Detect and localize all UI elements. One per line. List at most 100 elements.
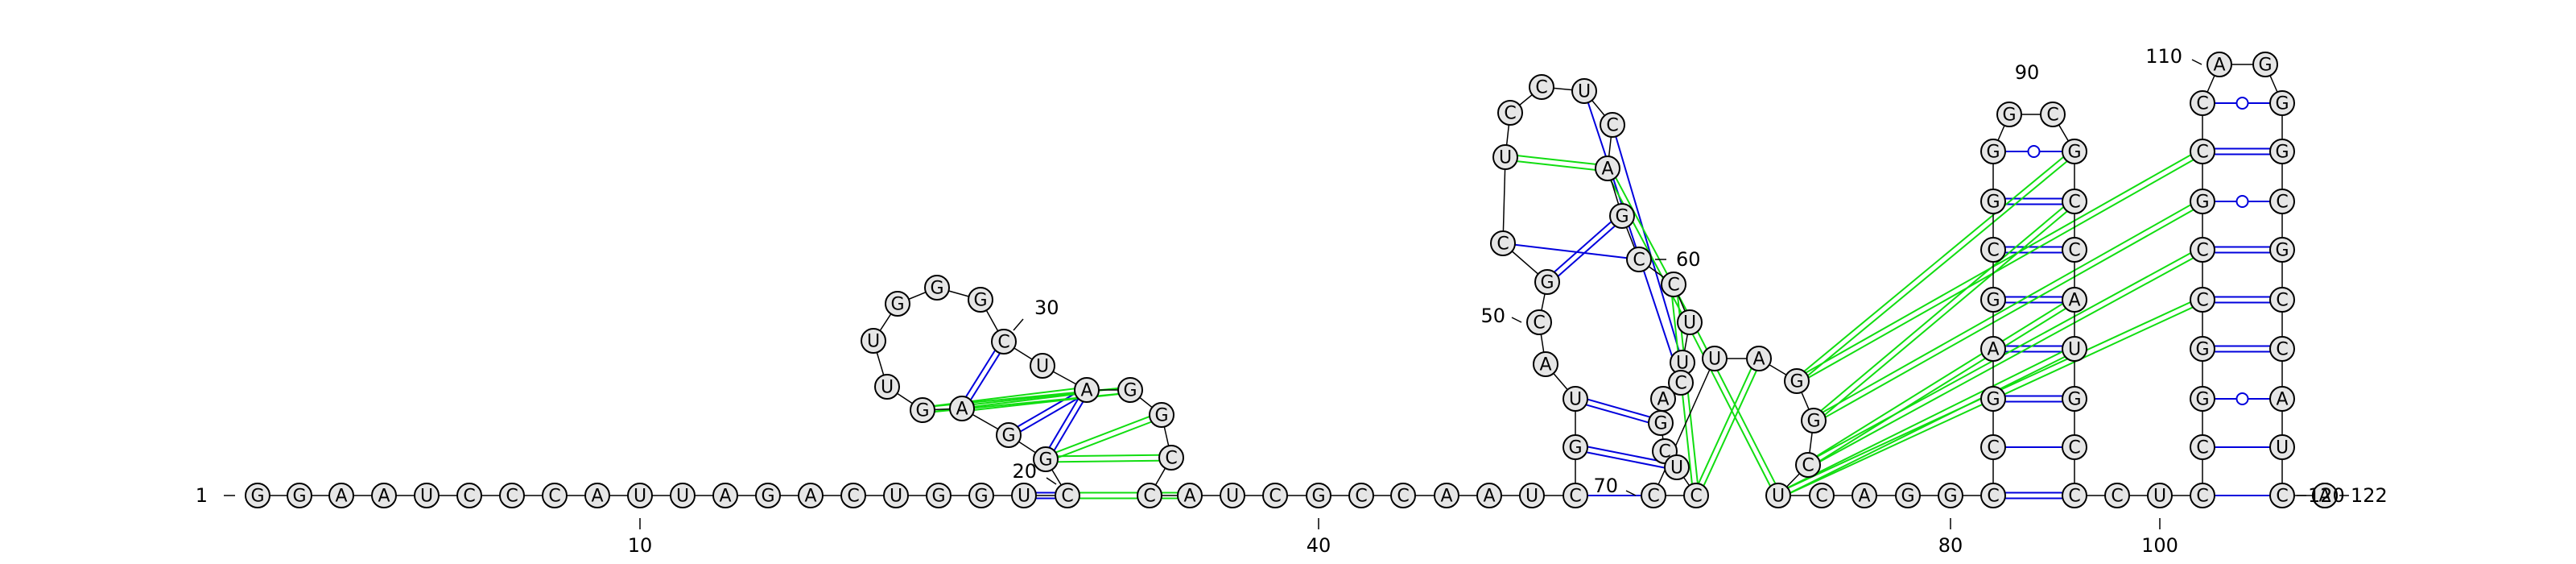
nucleotide-letter: C: [548, 487, 560, 507]
nucleotide-letter: C: [847, 487, 859, 507]
nucleotide: G: [969, 483, 993, 508]
index-label: 122: [2351, 484, 2388, 507]
nucleotide-letter: C: [2276, 340, 2288, 360]
nucleotide: A: [1477, 483, 1501, 508]
nucleotide: A: [1435, 483, 1459, 508]
nucleotide-letter: U: [676, 487, 689, 507]
nucleotide-letter: A: [2276, 390, 2288, 410]
nucleotide: U: [1493, 145, 1517, 169]
nucleotide-letter: A: [1601, 160, 1613, 180]
nucleotide: G: [1997, 102, 2021, 126]
nucleotide-letter: U: [1772, 487, 1785, 507]
nucleotide: G: [2270, 91, 2294, 115]
nucleotide: G: [1785, 369, 1809, 393]
nucleotide: C: [1527, 310, 1551, 334]
nucleotide-letter: U: [2153, 487, 2166, 507]
nucleotide-letter: C: [2196, 241, 2208, 261]
nucleotide: G: [1307, 483, 1331, 508]
nucleotide: C: [1498, 101, 1522, 125]
nucleotide: U: [1766, 483, 1790, 508]
nucleotide-letter: G: [1038, 450, 1052, 471]
wobble-base-pair: [2215, 97, 2270, 109]
canonical-base-pair: [966, 350, 1000, 400]
nucleotide: C: [1981, 483, 2005, 508]
nucleotide: A: [950, 396, 974, 421]
nucleotide: U: [2062, 337, 2087, 361]
nucleotide: C: [1600, 113, 1624, 137]
index-label: 70: [1593, 475, 1618, 497]
nucleotide-letter: U: [881, 378, 894, 398]
nucleotide: A: [2062, 288, 2087, 312]
nucleotide-letter: G: [931, 487, 945, 507]
nucleotide: A: [329, 483, 353, 508]
canonical-base-pair: [1050, 399, 1084, 450]
nucleotide: A: [2270, 387, 2294, 411]
nucleotide: U: [671, 483, 695, 508]
nucleotide: U: [1678, 310, 1702, 334]
index-label: 1: [196, 484, 208, 507]
nucleotide-letter: C: [1496, 234, 1509, 255]
canonical-base-pair: [2005, 493, 2062, 499]
nucleotide-letter: A: [2213, 56, 2225, 76]
nucleotide: G: [246, 483, 270, 508]
nucleotide: G: [287, 483, 312, 508]
nucleotide-letter: U: [890, 487, 902, 507]
nucleotide-letter: C: [1667, 276, 1679, 296]
nucleotide: C: [2270, 483, 2294, 508]
nucleotide: C: [1530, 75, 1554, 99]
nucleotide: C: [2190, 139, 2215, 164]
nucleotide-letter: G: [1154, 406, 1168, 426]
nucleotide: C: [1641, 483, 1666, 508]
nucleotide-letter: C: [2068, 487, 2080, 507]
nucleotide: U: [628, 483, 652, 508]
nucleotide-letter: C: [1269, 487, 1281, 507]
tertiary-base-pair: [1817, 253, 2193, 462]
index-label: 30: [1034, 297, 1059, 319]
nucleotide: G: [1938, 483, 1963, 508]
index-tick: [2192, 60, 2202, 64]
nucleotide: C: [1349, 483, 1373, 508]
nucleotide-letter: G: [2195, 390, 2209, 410]
index-tick: [1046, 478, 1056, 484]
nucleotide: C: [1662, 272, 1686, 297]
nucleotide-letter: C: [2068, 241, 2080, 261]
index-label: 60: [1676, 248, 1701, 271]
nucleotide: C: [457, 483, 481, 508]
nucleotide: C: [1981, 435, 2005, 459]
nucleotide: G: [2270, 139, 2294, 164]
nucleotide-letter: C: [1647, 487, 1659, 507]
nucleotide-letter: C: [2068, 193, 2080, 213]
nucleotide-letter: C: [2196, 143, 2208, 163]
nucleotide: A: [372, 483, 396, 508]
nucleotide-letter: G: [1123, 381, 1137, 401]
nucleotide-letter: C: [1143, 487, 1155, 507]
nucleotide-letter: A: [719, 487, 731, 507]
nucleotide: C: [2041, 102, 2065, 126]
nucleotide-letter: U: [867, 332, 880, 352]
nucleotide: C: [543, 483, 567, 508]
nucleotide: G: [927, 483, 951, 508]
single-base-pair: [1515, 245, 1627, 258]
nucleotide: A: [585, 483, 609, 508]
nucleotide: C: [500, 483, 524, 508]
nucleotide: G: [925, 276, 949, 300]
nucleotide-letter: A: [591, 487, 603, 507]
nucleotide-letter: A: [1657, 390, 1669, 410]
nucleotide: U: [1665, 455, 1689, 479]
nucleotide: C: [992, 330, 1016, 354]
index-label: 20: [1012, 460, 1037, 483]
nucleotide: A: [1534, 352, 1558, 376]
nucleotide: C: [1055, 483, 1080, 508]
nucleotide-letter: C: [2276, 193, 2288, 213]
nucleotide-letter: U: [2276, 438, 2289, 458]
nucleotide: C: [2270, 337, 2294, 361]
nucleotide-letter: C: [463, 487, 475, 507]
nucleotide: C: [1810, 483, 1834, 508]
nucleotide: G: [1563, 435, 1587, 459]
nucleotide: C: [2270, 288, 2294, 312]
nucleotide-letter: G: [2275, 94, 2289, 114]
nucleotide-letter: C: [1802, 456, 1814, 476]
nucleotide: A: [713, 483, 737, 508]
nucleotide-letter: C: [1987, 241, 1999, 261]
nucleotide-letter: A: [1080, 381, 1092, 401]
